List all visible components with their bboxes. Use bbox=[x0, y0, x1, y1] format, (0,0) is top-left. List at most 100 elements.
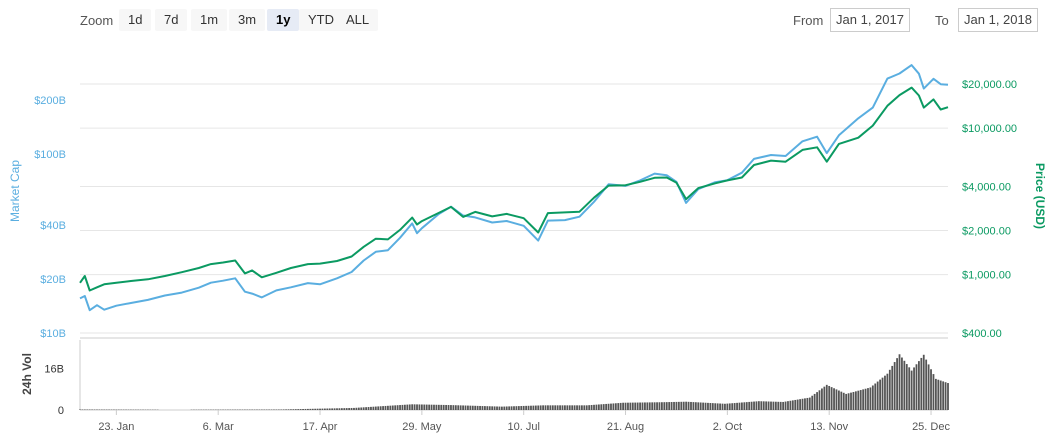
volume-bar bbox=[486, 406, 489, 410]
volume-bar bbox=[816, 392, 818, 410]
volume-bar bbox=[874, 383, 877, 410]
volume-bar bbox=[656, 402, 658, 410]
volume-bar bbox=[309, 408, 312, 410]
volume-bar bbox=[818, 390, 821, 410]
y-left-tick-label: $100B bbox=[34, 149, 66, 161]
volume-bar bbox=[440, 404, 443, 410]
volume-bar bbox=[479, 405, 481, 410]
volume-bar bbox=[908, 367, 911, 410]
volume-bar bbox=[403, 404, 406, 410]
zoom-7d-button[interactable]: 7d bbox=[155, 9, 188, 31]
volume-bar bbox=[791, 400, 794, 410]
volume-bar bbox=[607, 403, 610, 410]
axes: $10B $20B $40B $100B $200B $400.00 $1,000.00 $2… bbox=[8, 79, 1047, 433]
volume-bar bbox=[707, 402, 709, 410]
zoom-ytd-button[interactable]: YTD bbox=[299, 9, 343, 31]
volume-bar bbox=[920, 357, 923, 410]
volume-bar bbox=[568, 405, 571, 410]
volume-bar bbox=[697, 402, 700, 410]
volume-bar bbox=[294, 409, 297, 410]
volume-bar bbox=[772, 401, 775, 410]
volume-bar bbox=[493, 406, 496, 410]
volume-bar bbox=[343, 408, 346, 410]
volume-bar bbox=[741, 402, 743, 410]
volume-bar bbox=[503, 406, 506, 410]
volume-bar bbox=[888, 369, 891, 410]
range-toolbar: Zoom 1d 7d 1m 3m 1y YTD ALL From Jan 1, … bbox=[0, 0, 1063, 40]
volume-bar bbox=[837, 390, 840, 410]
volume-bar bbox=[779, 401, 782, 410]
volume-bar bbox=[365, 407, 368, 410]
volume-bar bbox=[840, 391, 843, 410]
volume-bar bbox=[736, 402, 738, 410]
volume-bar bbox=[825, 384, 828, 410]
volume-bar bbox=[850, 392, 852, 410]
volume-bar bbox=[857, 390, 860, 410]
volume-bar bbox=[934, 378, 937, 410]
volume-tick-label: 0 bbox=[58, 405, 64, 417]
volume-bar bbox=[942, 381, 945, 410]
volume-bar bbox=[474, 405, 477, 410]
from-date-input[interactable]: Jan 1, 2017 bbox=[830, 8, 910, 32]
volume-bar bbox=[811, 395, 814, 410]
volume-bar bbox=[745, 402, 748, 410]
volume-bar bbox=[915, 364, 918, 410]
volume-bar bbox=[806, 397, 809, 410]
volume-bar bbox=[534, 405, 537, 410]
volume-bar bbox=[564, 405, 566, 410]
volume-bar bbox=[547, 405, 549, 410]
volume-bar bbox=[823, 386, 826, 410]
volume-bar bbox=[658, 402, 661, 410]
volume-bar bbox=[319, 408, 321, 410]
volume-bar bbox=[750, 401, 753, 410]
volume-bar bbox=[336, 408, 338, 410]
volume-bar bbox=[311, 408, 314, 410]
volume-bar bbox=[622, 402, 625, 410]
to-date-input[interactable]: Jan 1, 2018 bbox=[958, 8, 1038, 32]
volume-bar bbox=[653, 402, 656, 410]
volume-bar bbox=[651, 402, 654, 410]
zoom-1d-button[interactable]: 1d bbox=[119, 9, 152, 31]
volume-bar bbox=[755, 401, 758, 410]
zoom-3m-button[interactable]: 3m bbox=[229, 9, 266, 31]
volume-bar bbox=[821, 388, 823, 410]
y-left-tick-label: $20B bbox=[40, 274, 66, 286]
volume-bar bbox=[753, 401, 755, 410]
volume-bar bbox=[665, 402, 668, 410]
volume-bar bbox=[433, 404, 435, 410]
zoom-1m-button[interactable]: 1m bbox=[191, 9, 228, 31]
volume-bar bbox=[442, 404, 445, 410]
volume-bar bbox=[881, 377, 884, 410]
volume-bar bbox=[828, 385, 831, 410]
y-left-tick-label: $40B bbox=[40, 220, 66, 232]
volume-bar bbox=[733, 403, 736, 410]
volume-bar bbox=[423, 404, 426, 410]
volume-bar bbox=[500, 406, 503, 410]
volume-bar bbox=[871, 385, 874, 410]
volume-bar bbox=[556, 405, 559, 410]
volume-bar bbox=[280, 409, 283, 410]
volume-bar bbox=[496, 406, 498, 410]
volume-bar bbox=[719, 403, 721, 410]
volume-bar bbox=[481, 406, 484, 410]
volume-bar bbox=[605, 403, 608, 410]
y-right-tick-label: $20,000.00 bbox=[962, 79, 1017, 91]
volume-bar bbox=[544, 405, 547, 410]
volume-bar bbox=[724, 403, 726, 410]
volume-bar bbox=[777, 401, 780, 410]
volume-bar bbox=[428, 404, 431, 410]
volume-bar bbox=[922, 354, 925, 410]
volume-bar bbox=[580, 405, 583, 410]
volume-bar bbox=[445, 404, 448, 410]
volume-bar bbox=[571, 405, 574, 410]
volume-bar bbox=[273, 409, 275, 410]
volume-bar bbox=[728, 403, 731, 410]
volume-bar bbox=[452, 405, 455, 410]
zoom-1y-button[interactable]: 1y bbox=[267, 9, 300, 31]
volume-bar bbox=[81, 409, 84, 410]
zoom-all-button[interactable]: ALL bbox=[337, 9, 379, 31]
volume-bar bbox=[765, 401, 768, 410]
volume-bar bbox=[731, 403, 734, 410]
volume-bar bbox=[673, 401, 675, 410]
y-right-tick-label: $2,000.00 bbox=[962, 226, 1011, 238]
